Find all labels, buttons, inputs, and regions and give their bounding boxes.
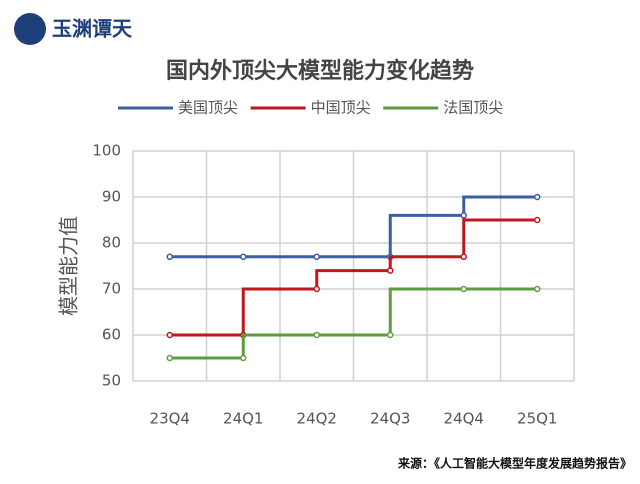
legend-label: 中国顶尖 bbox=[311, 99, 371, 117]
brand: 玉渊谭天 bbox=[52, 17, 133, 41]
y-tick-label: 100 bbox=[92, 142, 121, 160]
point bbox=[313, 253, 320, 261]
series-line bbox=[169, 195, 538, 259]
x-tick-label: 24Q4 bbox=[444, 410, 484, 428]
y-tick-label: 60 bbox=[102, 326, 121, 344]
x-tick-label: 23Q4 bbox=[150, 410, 190, 428]
point bbox=[166, 331, 173, 339]
legend-label: 美国顶尖 bbox=[178, 99, 238, 117]
point bbox=[166, 253, 173, 261]
x-tick-label: 24Q3 bbox=[370, 410, 410, 428]
y-tick-label: 90 bbox=[102, 188, 121, 206]
point bbox=[240, 354, 247, 362]
point bbox=[534, 193, 541, 201]
point bbox=[460, 253, 467, 261]
series-line bbox=[169, 218, 538, 337]
point bbox=[387, 331, 394, 339]
point bbox=[313, 331, 320, 339]
point bbox=[534, 216, 541, 224]
point bbox=[460, 285, 467, 293]
point bbox=[460, 212, 467, 219]
y-axis-label: 模型能力值 bbox=[57, 216, 81, 316]
logo-icon bbox=[14, 13, 46, 45]
point bbox=[534, 285, 541, 293]
point bbox=[313, 285, 320, 293]
chart-title: 国内外顶尖大模型能力变化趋势 bbox=[166, 58, 474, 84]
legend-label: 法国顶尖 bbox=[443, 99, 503, 117]
x-tick-label: 25Q1 bbox=[517, 410, 557, 428]
point bbox=[387, 267, 394, 274]
y-tick-label: 80 bbox=[102, 234, 121, 252]
point bbox=[240, 253, 247, 261]
y-tick-label: 70 bbox=[102, 280, 121, 298]
y-tick-label: 50 bbox=[102, 372, 121, 390]
x-tick-label: 24Q1 bbox=[223, 410, 263, 428]
point bbox=[166, 354, 173, 362]
x-tick-label: 24Q2 bbox=[297, 410, 337, 428]
source: 来源：《人工智能大模型年度发展趋势报告》 bbox=[397, 456, 632, 471]
series-line bbox=[169, 287, 538, 360]
